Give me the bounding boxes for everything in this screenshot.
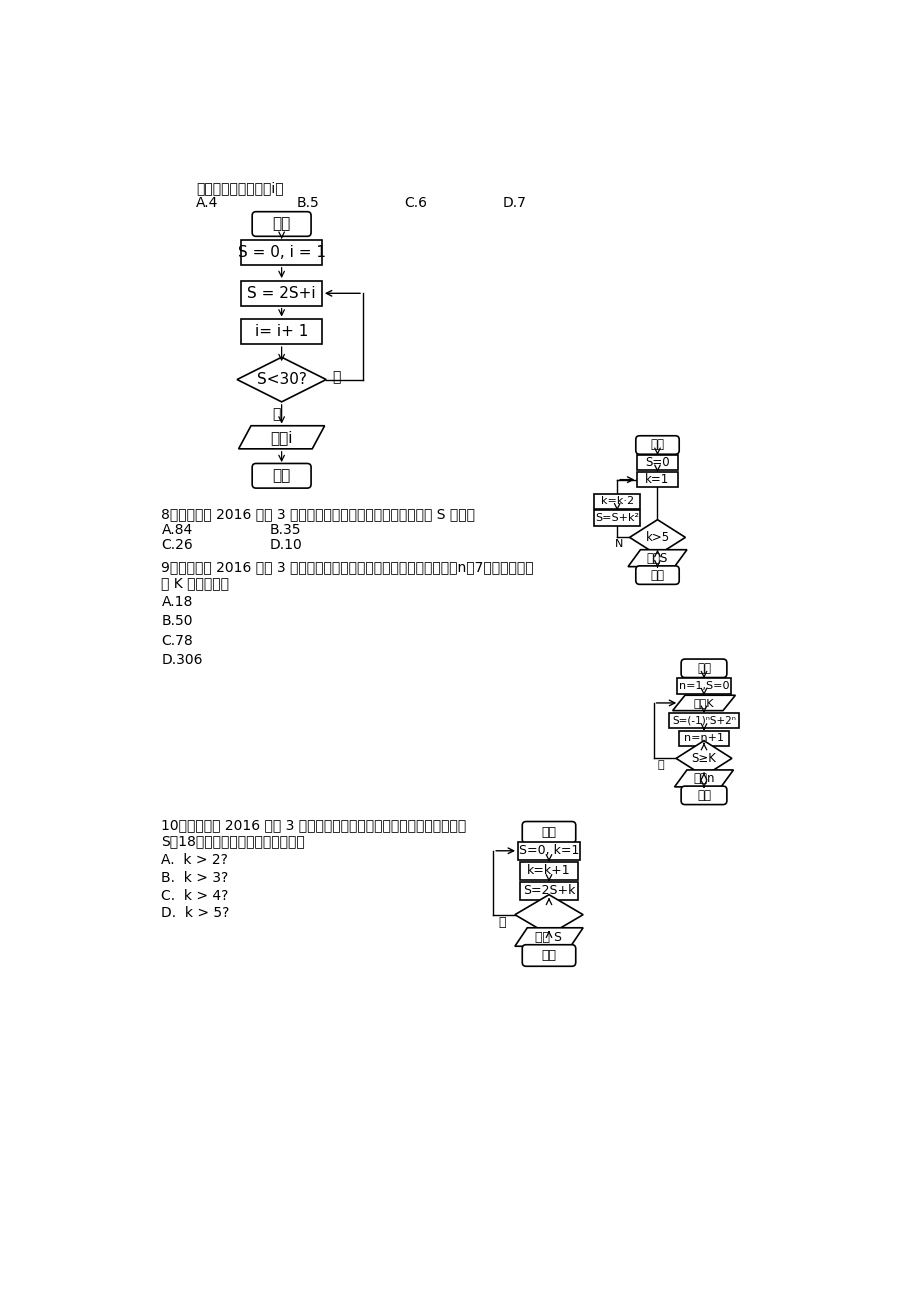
Text: 8、（泰安市 2016 高三 3 月模拟）右图是一个程序框图，则输出 S 的值是: 8、（泰安市 2016 高三 3 月模拟）右图是一个程序框图，则输出 S 的值是 [162, 508, 475, 521]
Polygon shape [672, 695, 734, 711]
Bar [594, 493, 640, 509]
Bar [241, 319, 322, 344]
Text: 输入K: 输入K [693, 698, 713, 708]
Polygon shape [237, 357, 326, 402]
Bar [678, 730, 729, 746]
Text: D.7: D.7 [502, 197, 526, 211]
Text: S＝18，则判断框内应填入的条件是: S＝18，则判断框内应填入的条件是 [162, 833, 305, 848]
Text: S = 2S+i: S = 2S+i [247, 286, 315, 301]
Text: A.18: A.18 [162, 595, 193, 609]
Text: k=k+1: k=k+1 [527, 865, 570, 878]
Text: n=n+1: n=n+1 [683, 733, 723, 743]
Bar [517, 841, 579, 861]
Text: i= i+ 1: i= i+ 1 [255, 324, 308, 340]
Bar [519, 862, 577, 880]
Text: 开始: 开始 [650, 439, 664, 452]
Text: 开始: 开始 [541, 825, 556, 838]
Polygon shape [238, 426, 324, 449]
Text: B.  k > 3?: B. k > 3? [162, 871, 229, 885]
Text: 结束: 结束 [272, 469, 290, 483]
Text: N: N [614, 539, 622, 549]
Text: n=1,S=0: n=1,S=0 [678, 681, 729, 691]
Bar [594, 510, 640, 526]
Text: D.  k > 5?: D. k > 5? [162, 906, 230, 921]
Text: C.26: C.26 [162, 538, 193, 552]
Text: 的程序框图，输出的i为: 的程序框图，输出的i为 [196, 181, 284, 195]
Text: k=k·2: k=k·2 [600, 496, 633, 506]
Text: S=2S+k: S=2S+k [522, 884, 574, 897]
Text: A.  k > 2?: A. k > 2? [162, 853, 228, 867]
FancyBboxPatch shape [522, 945, 575, 966]
Text: C.  k > 4?: C. k > 4? [162, 888, 229, 902]
Polygon shape [515, 894, 583, 935]
Text: D.10: D.10 [269, 538, 302, 552]
Text: D.306: D.306 [162, 652, 203, 667]
Bar [519, 881, 577, 900]
Bar [241, 240, 322, 264]
Text: A.4: A.4 [196, 197, 219, 211]
Text: A.84: A.84 [162, 523, 193, 536]
Bar [241, 281, 322, 306]
Polygon shape [629, 519, 685, 555]
Text: 结束: 结束 [650, 569, 664, 582]
Text: S=0: S=0 [644, 456, 669, 469]
Polygon shape [674, 769, 732, 786]
Text: S=0, k=1: S=0, k=1 [518, 844, 579, 857]
Polygon shape [675, 741, 732, 776]
Text: S=(-1)ⁿS+2ⁿ: S=(-1)ⁿS+2ⁿ [672, 716, 735, 725]
FancyBboxPatch shape [635, 436, 678, 454]
Text: 结束: 结束 [541, 949, 556, 962]
FancyBboxPatch shape [522, 822, 575, 844]
Text: 输出i: 输出i [270, 430, 292, 445]
Bar [637, 471, 677, 487]
Text: 输出S: 输出S [646, 552, 667, 565]
FancyBboxPatch shape [680, 786, 726, 805]
FancyBboxPatch shape [680, 659, 726, 677]
Bar [676, 678, 731, 694]
Text: 9、（潍坊市 2016 高三 3 月模拟）执行如图所示的程序框图，若输出的n＝7，则输入的整: 9、（潍坊市 2016 高三 3 月模拟）执行如图所示的程序框图，若输出的n＝7… [162, 560, 534, 574]
FancyBboxPatch shape [252, 212, 311, 237]
Text: C.78: C.78 [162, 634, 193, 647]
Text: 否: 否 [657, 760, 664, 769]
Text: 数 K 的最大值是: 数 K 的最大值是 [162, 575, 229, 590]
Text: 是: 是 [332, 370, 340, 384]
Text: S=S+k²: S=S+k² [595, 513, 639, 523]
Text: 输出 S: 输出 S [535, 931, 562, 944]
Text: S<30?: S<30? [256, 372, 306, 387]
FancyBboxPatch shape [252, 464, 311, 488]
Text: 开始: 开始 [272, 216, 290, 232]
Text: B.35: B.35 [269, 523, 301, 536]
Text: C.6: C.6 [403, 197, 426, 211]
Text: 10、（烟台市 2016 高三 3 月模拟）执行如图所示的程序框图，若输出的: 10、（烟台市 2016 高三 3 月模拟）执行如图所示的程序框图，若输出的 [162, 819, 466, 832]
Polygon shape [515, 928, 583, 947]
Text: Y: Y [660, 548, 667, 561]
Text: k=1: k=1 [644, 473, 669, 486]
Text: 是: 是 [707, 769, 714, 783]
Bar [668, 713, 738, 728]
Text: B.50: B.50 [162, 615, 193, 629]
Text: 否: 否 [272, 408, 280, 422]
Text: S = 0, i = 1: S = 0, i = 1 [237, 245, 325, 260]
Text: 是: 是 [552, 928, 560, 941]
Text: 结束: 结束 [697, 789, 710, 802]
Text: 否: 否 [498, 917, 505, 930]
FancyBboxPatch shape [635, 566, 678, 585]
Text: 输出n: 输出n [693, 772, 714, 785]
Text: 开始: 开始 [697, 661, 710, 674]
Text: S≥K: S≥K [691, 751, 716, 764]
Text: k>5: k>5 [645, 531, 669, 544]
Bar [637, 454, 677, 470]
Polygon shape [628, 549, 686, 566]
Text: B.5: B.5 [297, 197, 320, 211]
